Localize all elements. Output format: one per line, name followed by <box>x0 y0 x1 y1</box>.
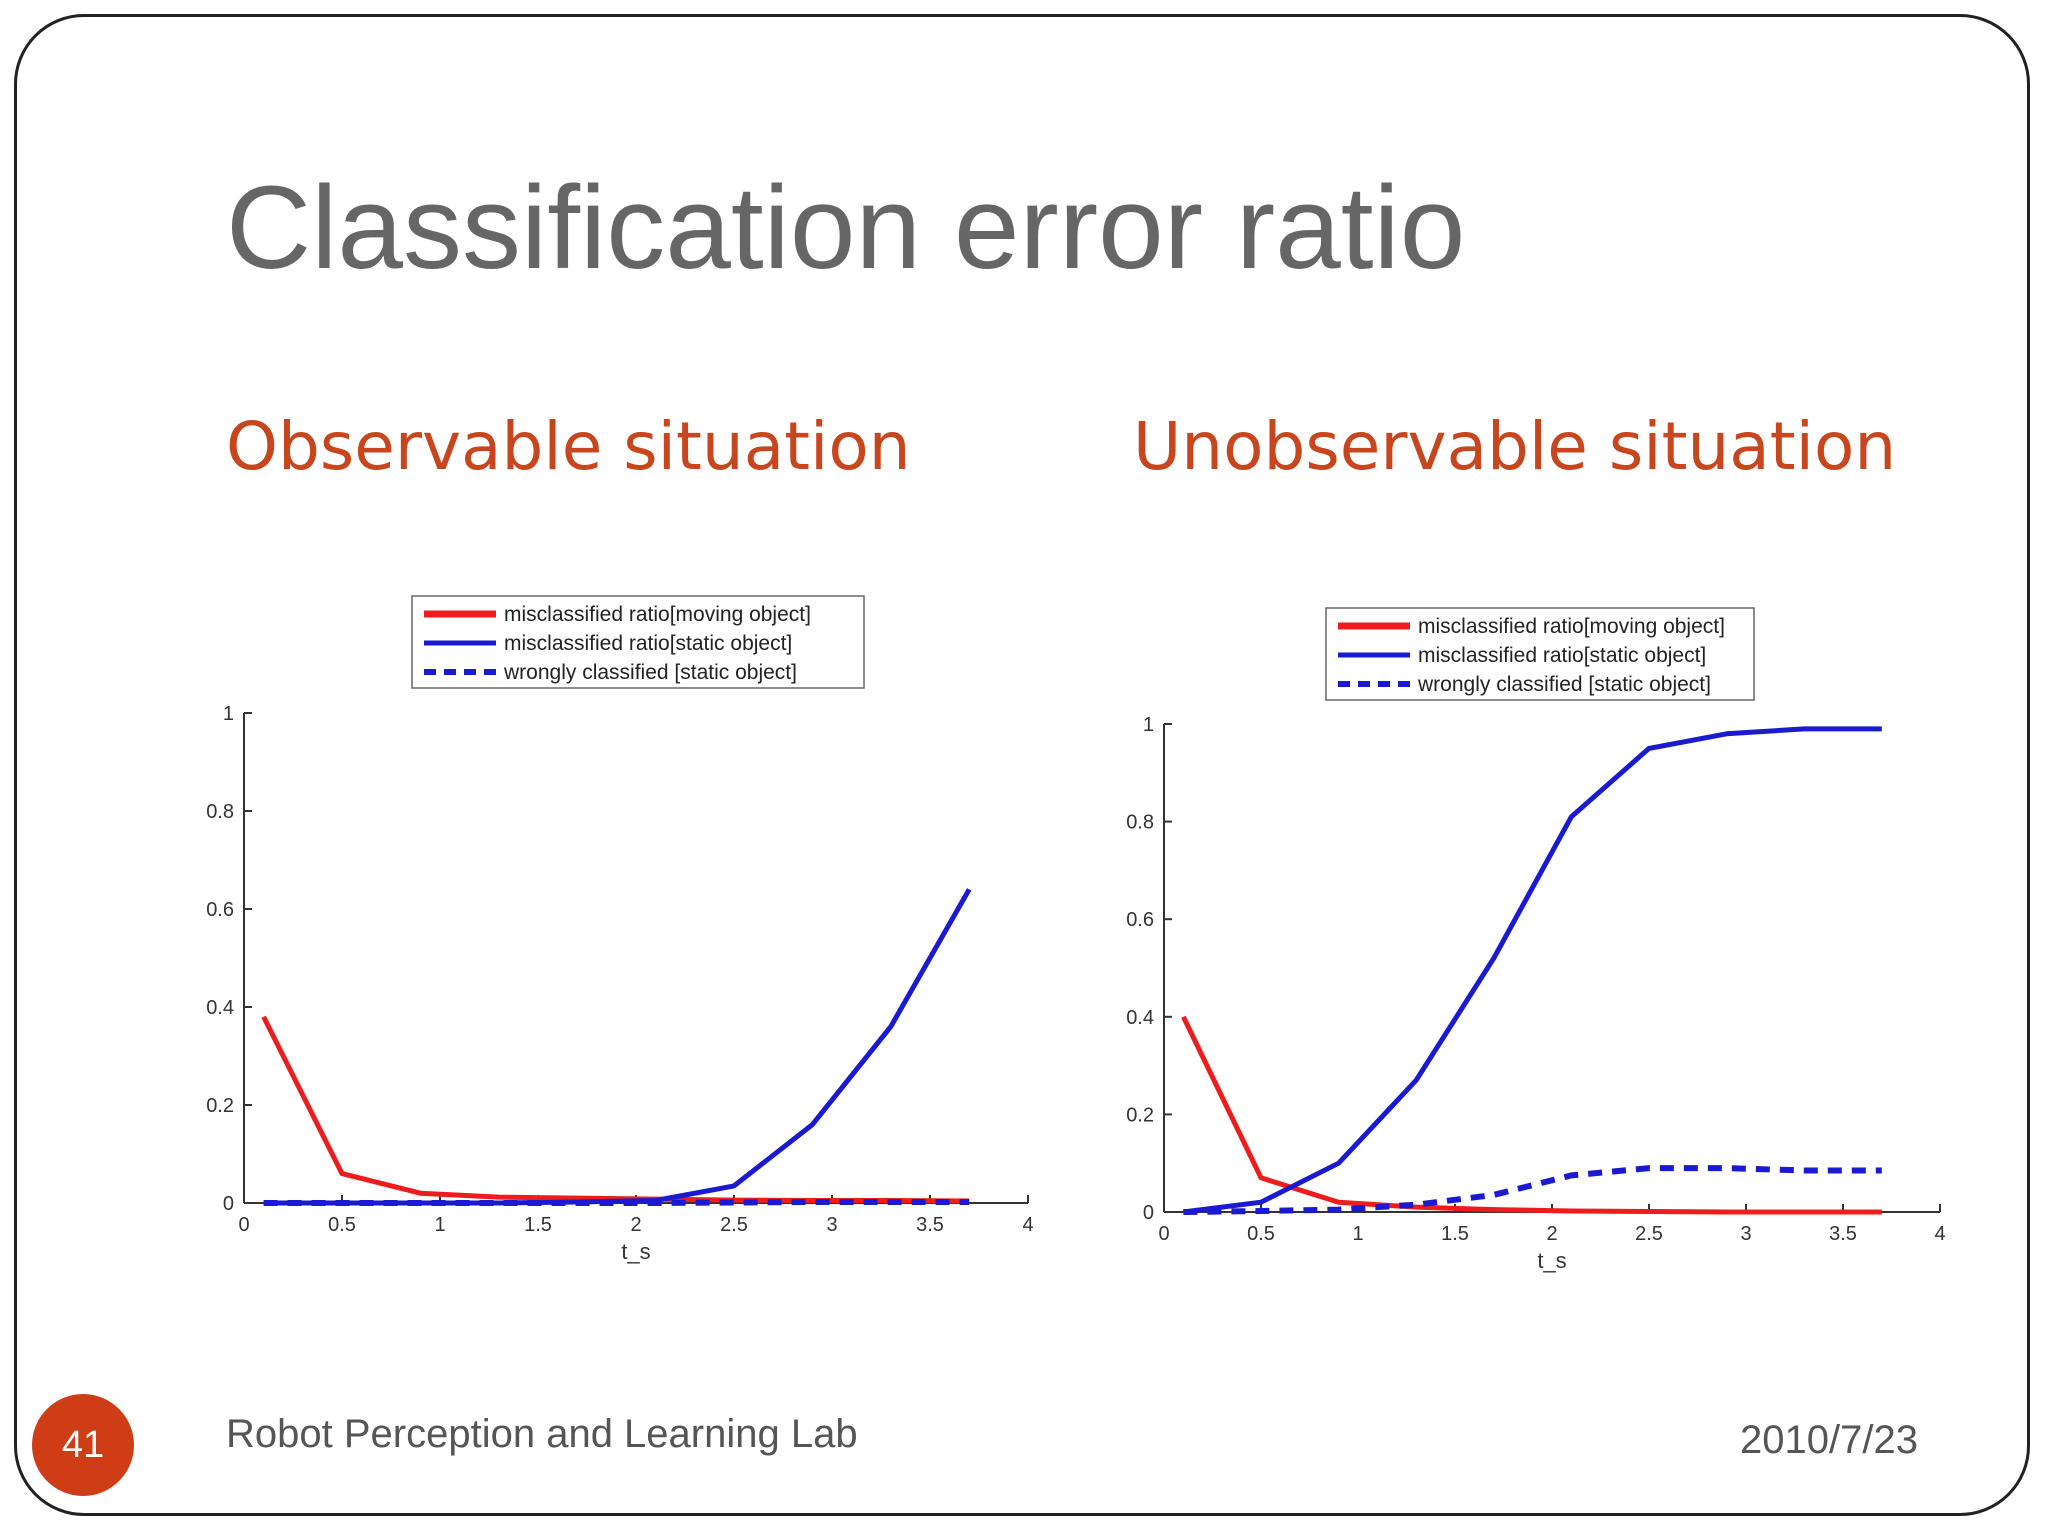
series-line-2 <box>263 1199 970 1206</box>
x-axis-label: t_s <box>621 1239 650 1264</box>
legend-label-1: misclassified ratio[static object] <box>1418 644 1706 667</box>
y-tick-label: 0.2 <box>1126 1104 1154 1126</box>
chart-right-title: Unobservable situation <box>1133 408 1897 485</box>
x-tick-label: 3.5 <box>916 1214 944 1236</box>
x-tick-label: 4 <box>1022 1214 1033 1236</box>
series-line-0 <box>1181 1015 1882 1215</box>
x-tick-label: 1 <box>434 1214 445 1236</box>
series-line-1 <box>1183 726 1882 1215</box>
x-tick-label: 3 <box>1740 1223 1751 1245</box>
y-tick-label: 0.2 <box>206 1095 234 1117</box>
legend-label-0: misclassified ratio[moving object] <box>1418 615 1725 638</box>
series-line-1 <box>263 888 972 1206</box>
chart-unobservable-svg: 0 0.5 1 1.5 2 2.5 3 3.5 4 0 0.2 0.4 0.6 0.8 1 t_s miscla… <box>1126 607 1946 1273</box>
y-tick-label: 0.8 <box>1126 812 1154 834</box>
legend-label-1: misclassified ratio[static object] <box>504 632 792 655</box>
x-tick-label: 0 <box>1158 1223 1169 1245</box>
slide-frame <box>14 14 2030 1516</box>
x-tick-label: 2 <box>630 1214 641 1236</box>
x-axis-label: t_s <box>1537 1248 1566 1273</box>
x-tick-label: 4 <box>1934 1223 1945 1245</box>
chart-observable: 0 0.5 1 1.5 2 2.5 3 3.5 4 0 0.2 0.4 0.6 0.8 1 t_s miscla… <box>160 560 1060 1300</box>
y-tick-label: 0.4 <box>206 997 234 1019</box>
x-tick-label: 2.5 <box>1635 1223 1663 1245</box>
page-number-badge: 41 <box>32 1394 134 1496</box>
chart-observable-svg: 0 0.5 1 1.5 2 2.5 3 3.5 4 0 0.2 0.4 0.6 0.8 1 t_s miscla… <box>206 595 1034 1264</box>
x-tick-label: 3.5 <box>1829 1223 1857 1245</box>
x-tick-label: 1 <box>1352 1223 1363 1245</box>
y-tick-label: 0.8 <box>206 801 234 823</box>
y-tick-label: 0.4 <box>1126 1007 1154 1029</box>
y-tick-label: 1 <box>1143 714 1154 736</box>
series-line-2 <box>1183 1165 1882 1215</box>
y-tick-label: 0.6 <box>1126 909 1154 931</box>
y-tick-label: 1 <box>223 703 234 725</box>
slide-title: Classification error ratio <box>226 162 1466 294</box>
x-tick-label: 2.5 <box>720 1214 748 1236</box>
x-tick-label: 0.5 <box>1247 1223 1275 1245</box>
series-line-0 <box>261 1015 970 1204</box>
chart-legend: misclassified ratio[moving object] miscla… <box>1325 607 1755 701</box>
chart-left-title: Observable situation <box>226 408 911 485</box>
x-tick-label: 2 <box>1546 1223 1557 1245</box>
x-tick-label: 1.5 <box>524 1214 552 1236</box>
legend-label-2: wrongly classified [static object] <box>1417 673 1711 696</box>
legend-label-2: wrongly classified [static object] <box>503 661 797 684</box>
legend-label-0: misclassified ratio[moving object] <box>504 603 811 626</box>
y-tick-label: 0.6 <box>206 899 234 921</box>
x-tick-label: 0 <box>238 1214 249 1236</box>
x-tick-label: 1.5 <box>1441 1223 1469 1245</box>
y-tick-label: 0 <box>1143 1202 1154 1224</box>
chart-legend: misclassified ratio[moving object] miscla… <box>411 595 865 689</box>
y-tick-label: 0 <box>223 1193 234 1215</box>
x-tick-label: 3 <box>826 1214 837 1236</box>
chart-unobservable: 0 0.5 1 1.5 2 2.5 3 3.5 4 0 0.2 0.4 0.6 0.8 1 t_s miscla… <box>1100 560 2000 1300</box>
footer-date: 2010/7/23 <box>1740 1418 1918 1462</box>
x-tick-label: 0.5 <box>328 1214 356 1236</box>
footer-lab-name: Robot Perception and Learning Lab <box>226 1412 858 1456</box>
